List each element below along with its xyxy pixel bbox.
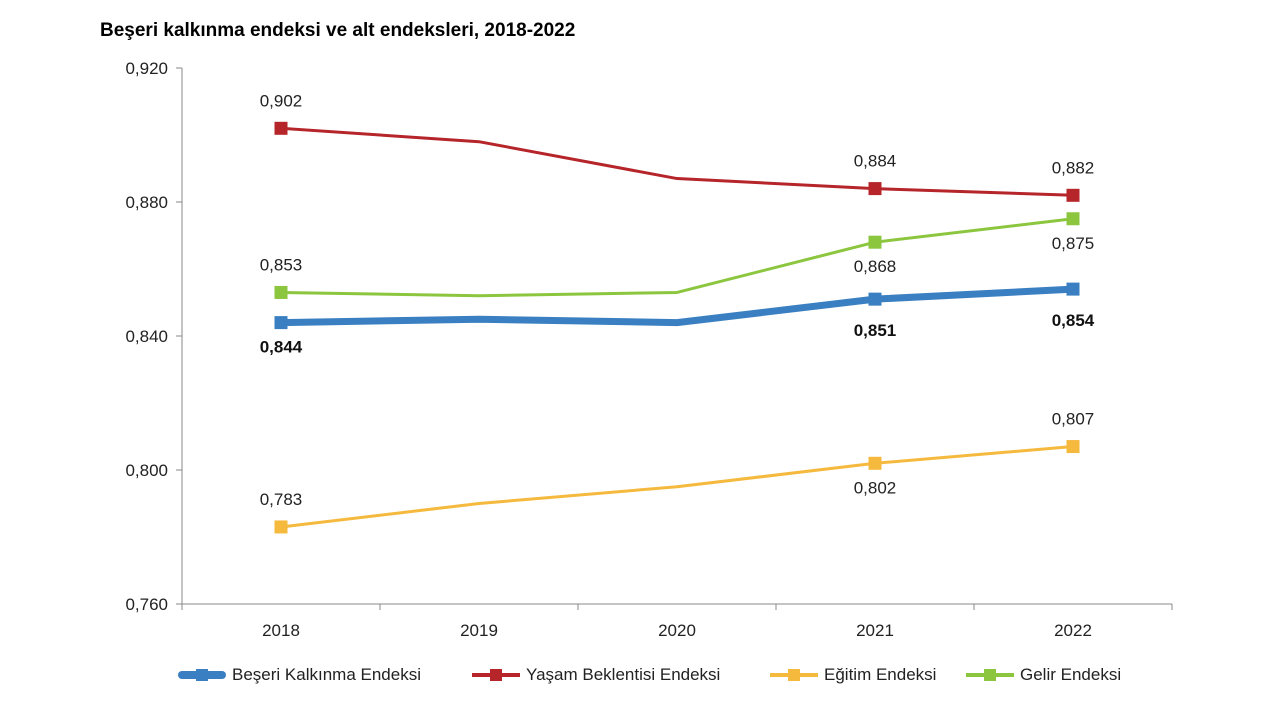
series-lines <box>274 121 1080 534</box>
x-tick-label: 2020 <box>658 621 696 640</box>
data-point-marker <box>1066 282 1080 296</box>
legend-label: Beşeri Kalkınma Endeksi <box>232 665 421 684</box>
data-point-marker <box>274 316 288 330</box>
y-tick-label: 0,920 <box>125 59 168 78</box>
x-tick-label: 2021 <box>856 621 894 640</box>
legend-label: Yaşam Beklentisi Endeksi <box>526 665 721 684</box>
data-label: 0,854 <box>1052 311 1095 330</box>
data-point-marker <box>1066 212 1080 226</box>
legend-swatch <box>176 660 228 690</box>
series-line <box>277 285 1077 327</box>
data-label: 0,851 <box>854 321 897 340</box>
legend-swatch <box>470 660 522 690</box>
series-line <box>279 126 1075 197</box>
data-label: 0,884 <box>854 152 897 171</box>
legend-swatch <box>768 660 820 690</box>
data-point-marker <box>868 292 882 306</box>
data-point-marker <box>868 235 882 249</box>
series-line <box>279 445 1075 529</box>
data-label: 0,868 <box>854 257 897 276</box>
data-label: 0,802 <box>854 478 897 497</box>
legend-swatch <box>964 660 1016 690</box>
line-chart: 0,760 0,800 0,840 0,880 0,920 2018 2019 2020 202… <box>125 59 1173 640</box>
y-tick-label: 0,840 <box>125 327 168 346</box>
data-point-marker <box>274 520 288 534</box>
data-point-marker <box>1066 188 1080 202</box>
x-tick-label: 2022 <box>1054 621 1092 640</box>
legend-label: Gelir Endeksi <box>1020 665 1122 684</box>
data-point-marker <box>274 285 288 299</box>
data-point-marker <box>868 456 882 470</box>
legend-label: Eğitim Endeksi <box>824 665 937 684</box>
data-label: 0,783 <box>260 490 303 509</box>
data-label: 0,844 <box>260 338 303 357</box>
data-point-marker <box>1066 440 1080 454</box>
y-tick-label: 0,760 <box>125 595 168 614</box>
data-label: 0,875 <box>1052 234 1095 253</box>
data-label: 0,902 <box>260 91 303 110</box>
data-point-marker <box>868 182 882 196</box>
chart-axes: 0,760 0,800 0,840 0,880 0,920 2018 2019 2020 202… <box>125 59 1173 640</box>
x-tick-label: 2019 <box>460 621 498 640</box>
y-tick-label: 0,880 <box>125 193 168 212</box>
series-line <box>279 217 1075 298</box>
legend-item: Gelir Endeksi <box>964 660 1121 690</box>
y-tick-label: 0,800 <box>125 461 168 480</box>
legend-item: Beşeri Kalkınma Endeksi <box>176 660 421 690</box>
chart-legend: Beşeri Kalkınma Endeksi Yaşam Beklentisi … <box>0 660 1280 690</box>
data-label: 0,807 <box>1052 410 1095 429</box>
data-label: 0,882 <box>1052 158 1095 177</box>
data-point-marker <box>274 121 288 135</box>
data-label: 0,853 <box>260 255 303 274</box>
data-labels: 0,844 0,851 0,854 0,902 0,884 0,882 0,783 0,802… <box>260 91 1095 509</box>
x-tick-label: 2018 <box>262 621 300 640</box>
chart-title: Beşeri kalkınma endeksi ve alt endeksler… <box>100 20 576 41</box>
legend-item: Eğitim Endeksi <box>768 660 936 690</box>
legend-item: Yaşam Beklentisi Endeksi <box>470 660 720 690</box>
